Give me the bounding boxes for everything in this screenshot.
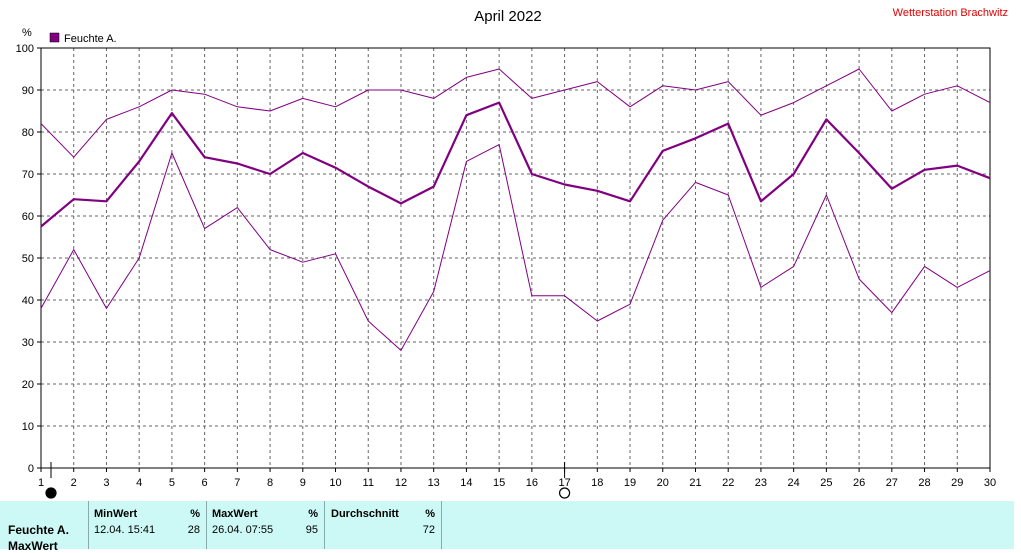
x-tick-label: 19 (624, 477, 636, 489)
y-tick-label: 50 (22, 253, 34, 265)
y-tick-label: 10 (22, 421, 34, 433)
x-tick-label: 2 (71, 477, 77, 489)
x-tick-label: 28 (918, 477, 930, 489)
x-tick-label: 4 (136, 477, 142, 489)
x-tick-label: 25 (820, 477, 832, 489)
x-tick-label: 22 (722, 477, 734, 489)
x-tick-label: 6 (202, 477, 208, 489)
footer-row-label-2: MaxWert (8, 539, 58, 553)
min-label: MinWert (94, 508, 138, 520)
x-tick-label: 24 (788, 477, 800, 489)
series-line (40, 144, 991, 351)
max-time: 26.04. 07:55 (212, 524, 274, 536)
x-tick-label: 8 (267, 477, 273, 489)
humidity-chart: April 2022 Wetterstation Brachwitz % Feu… (16, 7, 1008, 499)
min-value: 28 (187, 524, 200, 536)
x-tick-label: 14 (460, 477, 472, 489)
x-tick-label: 20 (657, 477, 669, 489)
min-unit: % (190, 508, 200, 520)
y-tick-label: 70 (22, 169, 34, 181)
x-tick-label: 26 (853, 477, 865, 489)
min-time: 12.04. 15:41 (94, 524, 156, 536)
y-tick-label: 60 (22, 211, 34, 223)
max-label: MaxWert (212, 508, 258, 520)
avg-cell: Durchschnitt % 72 (324, 501, 442, 549)
chart-title: April 2022 (474, 8, 542, 25)
min-cell: MinWert % 12.04. 15:41 28 (88, 501, 206, 549)
max-unit: % (308, 508, 318, 520)
avg-value: 72 (422, 524, 435, 536)
legend-label: Feuchte A. (64, 33, 117, 45)
open-marker (558, 487, 571, 499)
x-tick-label: 13 (428, 477, 440, 489)
y-unit: % (22, 27, 32, 39)
x-tick-label: 10 (329, 477, 341, 489)
x-tick-label: 30 (984, 477, 996, 489)
max-value: 95 (305, 524, 318, 536)
x-tick-label: 12 (395, 477, 407, 489)
series-line (40, 101, 991, 228)
x-tick-label: 18 (591, 477, 603, 489)
legend-swatch (49, 32, 60, 43)
x-tick-label: 9 (300, 477, 306, 489)
avg-unit: % (425, 508, 435, 520)
x-tick-label: 5 (169, 477, 175, 489)
y-tick-label: 0 (28, 463, 34, 475)
series-line (40, 68, 991, 158)
y-tick-label: 30 (22, 337, 34, 349)
y-tick-label: 90 (22, 85, 34, 97)
x-tick-label: 7 (234, 477, 240, 489)
x-tick-label: 17 (558, 477, 570, 489)
x-tick-label: 1 (38, 477, 44, 489)
stats-footer: Feuchte A. MaxWert MinWert % 12.04. 15:4… (0, 501, 1014, 553)
x-tick-label: 11 (363, 477, 374, 489)
x-tick-label: 29 (951, 477, 963, 489)
x-tick-label: 27 (886, 477, 898, 489)
x-tick-label: 15 (493, 477, 505, 489)
y-tick-label: 100 (16, 43, 34, 55)
x-tick-label: 3 (103, 477, 109, 489)
filled-marker (45, 487, 57, 499)
x-tick-label: 21 (689, 477, 701, 489)
y-tick-label: 20 (22, 379, 34, 391)
x-tick-label: 16 (526, 477, 538, 489)
y-tick-label: 80 (22, 127, 34, 139)
footer-row-label: Feuchte A. (8, 523, 69, 537)
y-tick-label: 40 (22, 295, 34, 307)
max-cell: MaxWert % 26.04. 07:55 95 (206, 501, 324, 549)
x-tick-label: 23 (755, 477, 767, 489)
avg-label: Durchschnitt (331, 508, 399, 520)
station-name: Wetterstation Brachwitz (893, 7, 1008, 19)
